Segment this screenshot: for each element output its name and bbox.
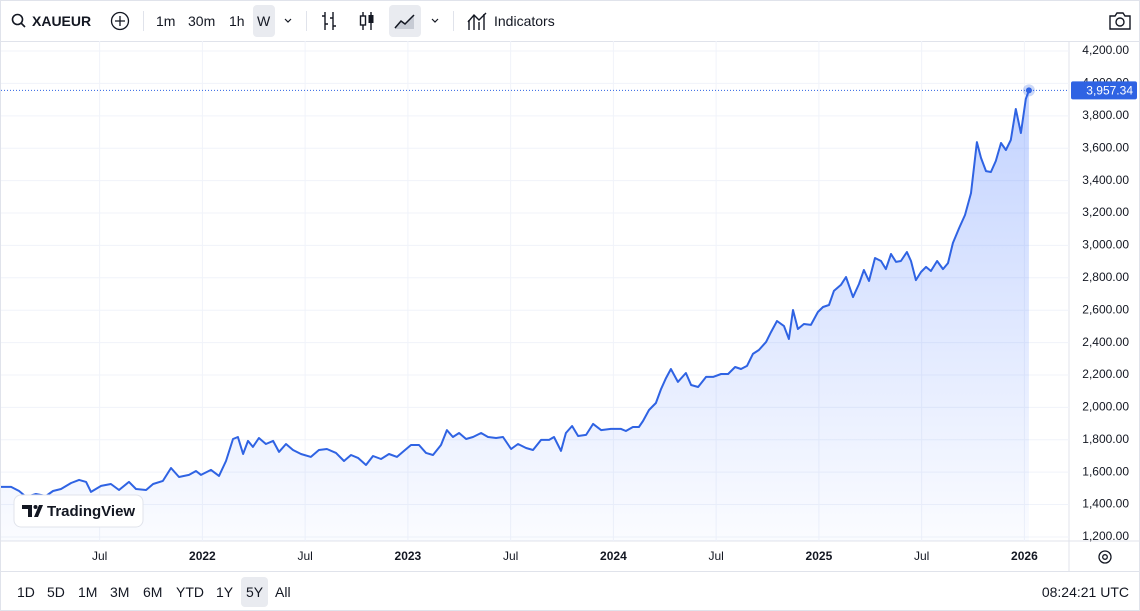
area-fill bbox=[1, 90, 1029, 542]
y-tick-label: 4,200.00 bbox=[1082, 43, 1129, 57]
last-point bbox=[1025, 87, 1032, 94]
range-button[interactable]: YTD bbox=[176, 584, 204, 600]
y-tick-label: 2,600.00 bbox=[1082, 302, 1129, 316]
x-tick-label: Jul bbox=[503, 549, 518, 563]
separator bbox=[453, 11, 454, 31]
logo-dot bbox=[33, 505, 38, 509]
candle-style-icon[interactable] bbox=[357, 10, 377, 32]
x-tick-label: 2026 bbox=[1011, 549, 1038, 563]
logo-mark bbox=[22, 505, 43, 517]
bar-style-icon[interactable] bbox=[319, 10, 339, 32]
y-tick-label: 2,000.00 bbox=[1082, 400, 1129, 414]
active-range-bg[interactable] bbox=[241, 577, 268, 607]
last-price-box bbox=[1071, 81, 1137, 100]
y-tick-label: 3,200.00 bbox=[1082, 205, 1129, 219]
y-tick-label: 3,600.00 bbox=[1082, 140, 1129, 154]
top-toolbar: XAUEUR 1m 30m 1h W Indicators bbox=[1, 1, 1139, 42]
active-style-bg[interactable] bbox=[389, 5, 421, 37]
separator bbox=[143, 11, 144, 31]
style-menu[interactable] bbox=[428, 15, 442, 27]
x-tick-label: Jul bbox=[914, 549, 929, 563]
x-tick-label: 2024 bbox=[600, 549, 627, 563]
range-button[interactable]: 6M bbox=[143, 584, 163, 600]
y-tick-label: 3,800.00 bbox=[1082, 108, 1129, 122]
range-button[interactable]: 1Y bbox=[216, 584, 234, 600]
y-tick-label: 1,400.00 bbox=[1082, 497, 1129, 511]
separator bbox=[306, 11, 307, 31]
last-price-label: 3,957.34 bbox=[1086, 84, 1133, 98]
active-interval-bg[interactable] bbox=[253, 5, 275, 37]
y-tick-label: 2,200.00 bbox=[1082, 367, 1129, 381]
x-tick-label: Jul bbox=[297, 549, 312, 563]
range-button[interactable]: 1D bbox=[17, 584, 35, 600]
price-line bbox=[1, 89, 1030, 498]
interval-button[interactable]: 30m bbox=[188, 13, 216, 29]
range-button[interactable]: 5D bbox=[47, 584, 65, 600]
area-style-icon[interactable] bbox=[393, 10, 417, 32]
clock: 08:24:21 UTC bbox=[1041, 584, 1129, 600]
range-button[interactable]: 3M bbox=[110, 584, 130, 600]
range-button[interactable]: All bbox=[275, 584, 291, 600]
y-tick-label: 2,400.00 bbox=[1082, 335, 1129, 349]
snapshot-icon[interactable] bbox=[1108, 11, 1132, 31]
interval-button[interactable]: 1h bbox=[229, 13, 245, 29]
x-tick-label: Jul bbox=[92, 549, 107, 563]
symbol[interactable]: XAUEUR bbox=[32, 13, 92, 29]
logo-text: TradingView bbox=[47, 503, 135, 520]
compare-button[interactable] bbox=[110, 11, 130, 31]
y-tick-label: 3,000.00 bbox=[1082, 238, 1129, 252]
search-icon[interactable] bbox=[11, 13, 27, 29]
x-tick-label: 2022 bbox=[189, 549, 216, 563]
y-tick-label: 2,800.00 bbox=[1082, 270, 1129, 284]
interval-menu[interactable] bbox=[281, 15, 295, 27]
logo-box bbox=[13, 494, 144, 528]
y-tick-label: 3,400.00 bbox=[1082, 173, 1129, 187]
interval-button[interactable]: 1m bbox=[156, 13, 176, 29]
range-button[interactable]: 1M bbox=[78, 584, 98, 600]
y-tick-label: 1,600.00 bbox=[1082, 464, 1129, 478]
interval-button[interactable]: W bbox=[257, 13, 271, 29]
indicators-button[interactable]: Indicators bbox=[494, 13, 555, 29]
x-tick-label: Jul bbox=[708, 549, 723, 563]
tradingview-logo[interactable]: TradingView bbox=[13, 494, 144, 528]
chart: TradingView 1,200.00 1,400.00 1,600.00 1,80… bbox=[1, 41, 1139, 571]
range-button[interactable]: 5Y bbox=[246, 584, 264, 600]
indicators-icon[interactable] bbox=[466, 10, 488, 32]
y-tick-label: 1,200.00 bbox=[1082, 529, 1129, 543]
y-tick-label: 1,800.00 bbox=[1082, 432, 1129, 446]
bottom-toolbar: 1D 5D 1M 3M 6M YTD 1Y 5Y All 08:24:21 UTC bbox=[1, 571, 1139, 610]
x-tick-label: 2025 bbox=[806, 549, 833, 563]
settings-icon[interactable] bbox=[1098, 550, 1112, 564]
x-tick-label: 2023 bbox=[395, 549, 422, 563]
